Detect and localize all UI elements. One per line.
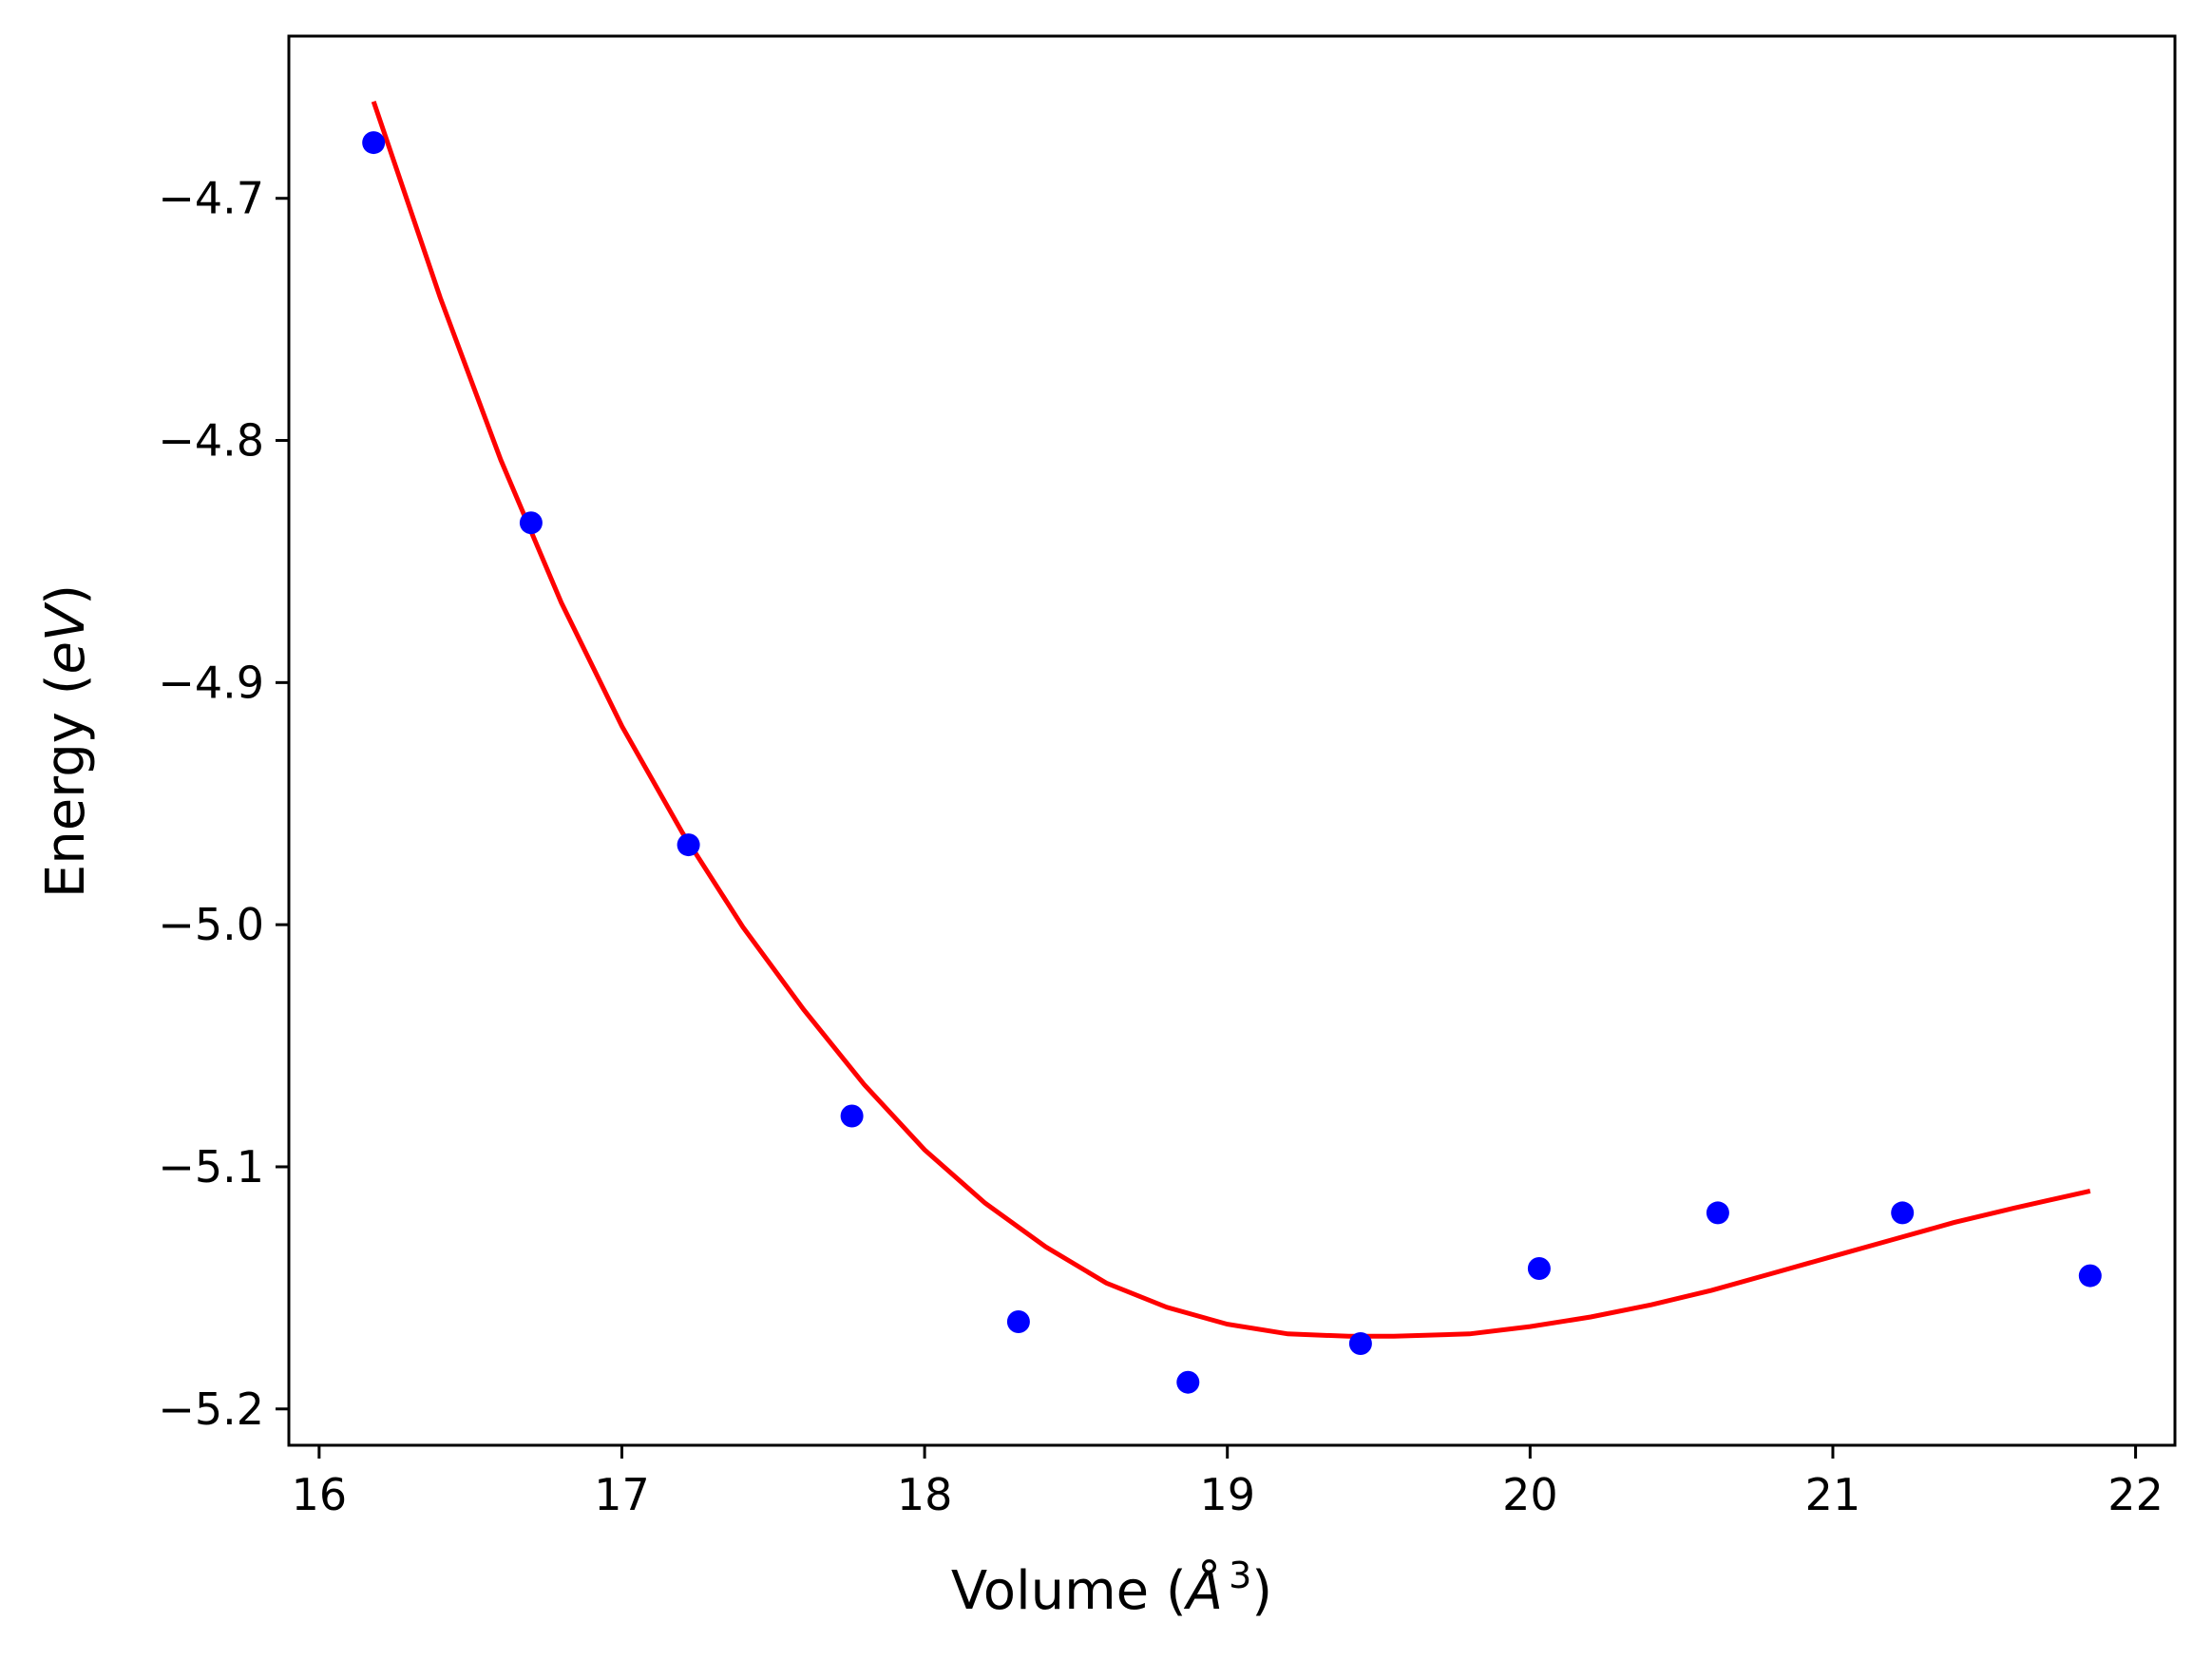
unit-exponent: 3 [1229,1555,1251,1596]
data-point [840,1104,864,1128]
data-point [519,511,543,535]
data-point [2078,1264,2102,1288]
y-tick-label: −4.8 [158,415,264,467]
axes-frame [287,34,2177,1447]
x-tick-label: 20 [1502,1469,1558,1520]
data-point [1006,1310,1030,1333]
angstrom-symbol: Å [1184,1559,1223,1622]
data-point [677,833,700,857]
ev-unit: eV [35,601,97,674]
plot-area [362,100,2102,1394]
y-tick-label: −5.1 [158,1141,264,1193]
x-tick-label: 17 [594,1469,650,1520]
data-point [1348,1332,1372,1355]
x-axis: 16 17 18 19 20 21 22 [292,1445,2164,1520]
y-tick-label: −4.7 [158,173,264,224]
data-point [362,131,386,155]
y-axis-label: Energy (eV) [35,584,97,898]
y-tick-label: −5.0 [158,899,264,950]
x-tick-label: 18 [897,1469,953,1520]
x-tick-label: 22 [2107,1469,2164,1520]
fit-line [371,100,2091,1339]
data-point [1176,1370,1200,1394]
x-axis-label: Volume (Å 3) [951,1555,1272,1622]
y-tick-label: −4.9 [158,657,264,708]
y-axis: −4.7 −4.8 −4.9 −5.0 −5.1 −5.2 [158,173,289,1435]
data-point [1891,1201,1915,1225]
data-point [1527,1257,1551,1280]
data-point [1706,1201,1729,1225]
x-tick-label: 21 [1805,1469,1861,1520]
x-tick-label: 19 [1199,1469,1255,1520]
x-tick-label: 16 [292,1469,348,1520]
y-tick-label: −5.2 [158,1383,264,1435]
